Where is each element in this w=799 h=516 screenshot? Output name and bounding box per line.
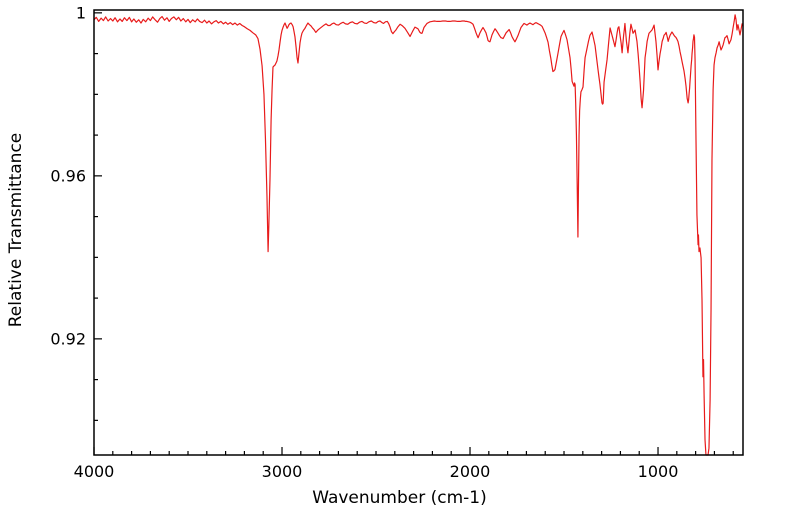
- y-tick-label: 0.96: [50, 166, 86, 185]
- plot-border: [93, 9, 744, 456]
- x-tick-label: 2000: [450, 462, 491, 481]
- y-axis-label: Relative Transmittance: [6, 132, 26, 328]
- x-tick-label: 1000: [638, 462, 679, 481]
- axis-tick-labels: 4000 3000 2000 1000 1 0.96 0.92: [50, 3, 678, 481]
- spectrum-series-layer: [93, 14, 744, 456]
- axis-ticks: [93, 12, 734, 455]
- y-tick-label: 1: [76, 3, 86, 22]
- x-axis-label: Wavenumber (cm-1): [312, 488, 487, 508]
- x-tick-label: 4000: [74, 462, 115, 481]
- x-tick-label: 3000: [262, 462, 303, 481]
- spectrum-line: [93, 14, 744, 456]
- y-tick-label: 0.92: [50, 329, 86, 348]
